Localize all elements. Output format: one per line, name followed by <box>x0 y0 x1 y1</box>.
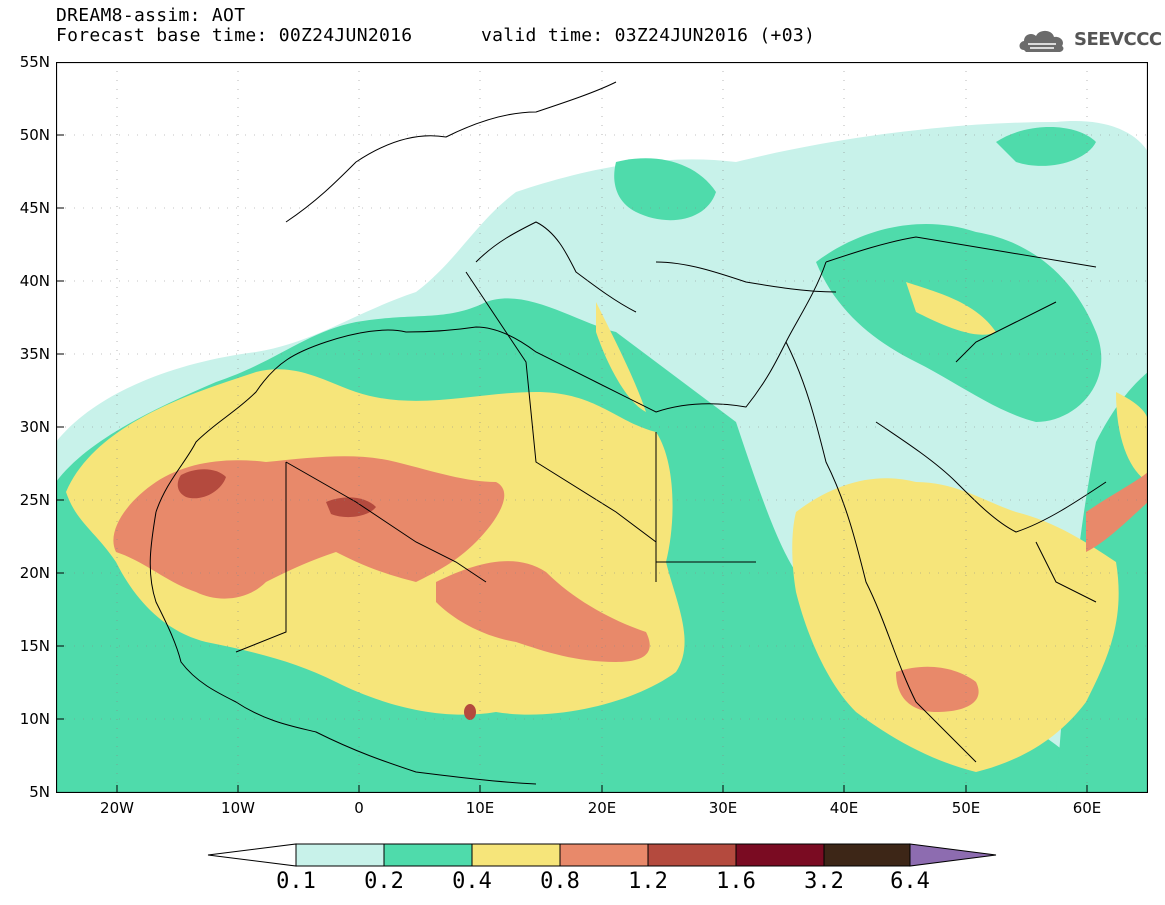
lat-label: 45N <box>19 199 50 217</box>
aot-map <box>56 62 1148 793</box>
colorbar-bin-3 <box>471 843 561 867</box>
lat-label: 55N <box>19 53 50 71</box>
logo-text: SEEVCCC <box>1074 29 1162 50</box>
colorbar-bin-4 <box>559 843 649 867</box>
axis-ticks <box>56 134 1088 793</box>
colorbar-bin-5 <box>647 843 737 867</box>
map-title: DREAM8-assim: AOT <box>56 5 246 26</box>
lat-label: 35N <box>19 345 50 363</box>
seevccc-logo: SEEVCCC <box>1016 24 1162 56</box>
colorbar-bin-1 <box>295 843 385 867</box>
colorbar-bin-7 <box>823 843 911 867</box>
colorbar-arrow-low <box>207 843 297 867</box>
coastlines-borders <box>149 81 1107 785</box>
lon-label: 50E <box>951 799 981 817</box>
map-canvas <box>56 62 1148 793</box>
valid-time-text: valid time: 03Z24JUN2016 (+03) <box>481 25 816 46</box>
cloud-icon <box>1019 30 1064 52</box>
colorbar-label: 0.1 <box>276 869 316 894</box>
lon-label: 40E <box>829 799 859 817</box>
colorbar-label: 1.6 <box>716 869 756 894</box>
lat-label: 25N <box>19 491 50 509</box>
colorbar-label: 3.2 <box>804 869 844 894</box>
lon-label: 20W <box>100 799 134 817</box>
lat-label: 50N <box>19 126 50 144</box>
colorbar-label: 1.2 <box>628 869 668 894</box>
colorbar-label: 0.8 <box>540 869 580 894</box>
colorbar-arrow-high <box>909 843 997 867</box>
lat-label: 30N <box>19 418 50 436</box>
colorbar-label: 0.4 <box>452 869 492 894</box>
colorbar-label: 0.2 <box>364 869 404 894</box>
colorbar-bin-6 <box>735 843 825 867</box>
colorbar <box>207 843 997 867</box>
graticule <box>56 62 1148 793</box>
lon-label: 60E <box>1072 799 1102 817</box>
lon-label: 10W <box>221 799 255 817</box>
colorbar-label: 6.4 <box>890 869 930 894</box>
aot-band-very-high <box>177 469 476 720</box>
lon-label: 20E <box>587 799 617 817</box>
base-time-text: Forecast base time: 00Z24JUN2016 <box>56 25 413 46</box>
lat-label: 40N <box>19 272 50 290</box>
lon-label: 0 <box>354 799 364 817</box>
forecast-base-time: Forecast base time: 00Z24JUN2016 valid ti… <box>56 25 815 46</box>
lat-label: 10N <box>19 710 50 728</box>
colorbar-bin-2 <box>383 843 473 867</box>
lon-label: 30E <box>708 799 738 817</box>
lat-label: 5N <box>29 783 50 801</box>
lat-label: 15N <box>19 637 50 655</box>
lon-label: 10E <box>465 799 495 817</box>
lat-label: 20N <box>19 564 50 582</box>
